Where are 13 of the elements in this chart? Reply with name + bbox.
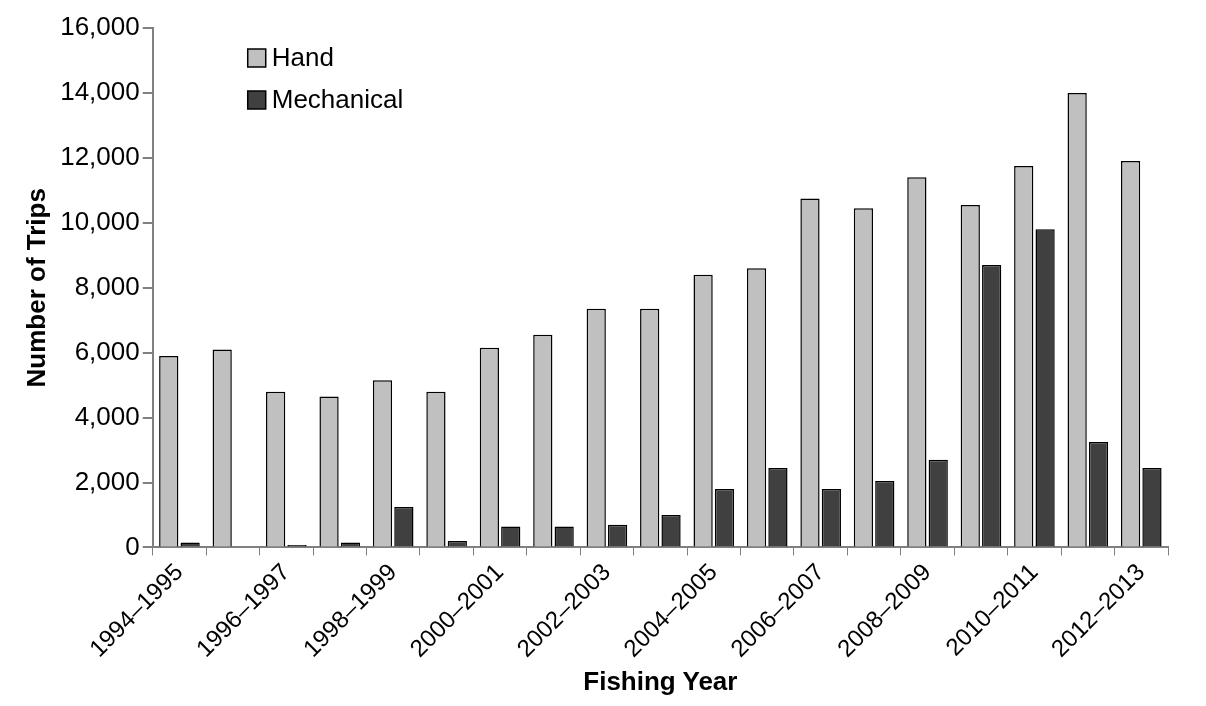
legend-label: Hand xyxy=(271,42,334,73)
y-tick-label: 14,000 xyxy=(60,76,140,107)
x-axis-title: Fishing Year xyxy=(583,665,738,696)
y-tick-label: 0 xyxy=(125,530,140,561)
y-tick-label: 2,000 xyxy=(74,465,140,496)
y-axis-title: Number of Trips xyxy=(20,188,51,388)
y-tick-label: 16,000 xyxy=(60,11,140,42)
y-tick-label: 12,000 xyxy=(60,141,140,172)
y-tick-label: 6,000 xyxy=(74,335,140,366)
y-tick-label: 4,000 xyxy=(74,400,140,431)
y-tick-label: 8,000 xyxy=(74,270,140,301)
legend-label: Mechanical xyxy=(271,84,404,115)
y-tick-label: 10,000 xyxy=(60,205,140,236)
